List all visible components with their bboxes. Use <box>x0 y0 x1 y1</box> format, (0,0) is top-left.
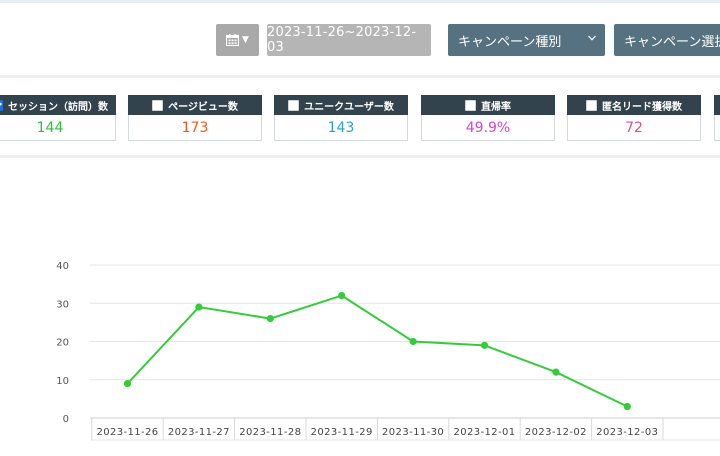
campaign-type-label: キャンペーン種別 <box>458 34 562 50</box>
metric-checkbox[interactable] <box>586 99 597 111</box>
campaign-select-label: キャンペーン選択 <box>624 34 720 50</box>
top-strip <box>0 0 720 3</box>
campaign-select[interactable]: キャンペーン選択 <box>614 24 720 56</box>
y-tick-label: 40 <box>56 261 69 272</box>
metric-label: セッション（訪問）数 <box>8 101 108 113</box>
metric-label: 匿名リード獲得数 <box>602 101 682 113</box>
metric-value: 72 <box>567 115 701 141</box>
data-point <box>195 303 203 311</box>
metric-value: 143 <box>274 115 408 141</box>
metric-card-sessions[interactable]: セッション（訪問）数 144 <box>0 95 116 141</box>
x-tick-label: 2023-11-27 <box>168 427 230 438</box>
metric-card-header: 匿名リード獲得数 <box>567 95 701 115</box>
x-tick-label: 2023-12-01 <box>453 427 515 438</box>
calendar-button[interactable]: ▼ <box>216 24 259 56</box>
y-tick-label: 10 <box>56 376 69 387</box>
chart-svg: 0 10 20 30 40 2023-11-26 2023-11-27 2023-11-28 2… <box>56 261 720 441</box>
section-divider <box>0 75 720 78</box>
metric-checkbox[interactable] <box>288 99 300 111</box>
toolbar: ▼ 2023-11-26~2023-12-03 キャンペーン種別 キャンペーン選… <box>0 3 720 75</box>
data-point <box>409 337 417 346</box>
metric-card-header: ユニークユーザー数 <box>274 95 408 115</box>
metric-checkbox[interactable] <box>152 99 164 111</box>
y-tick-label: 30 <box>56 299 69 310</box>
metrics-row: セッション（訪問）数 144 ページビュー数 173 ユニークユーザー数 143… <box>0 78 720 156</box>
line-chart: 0 10 20 30 40 2023-11-26 2023-11-27 2023-11-28 2… <box>0 158 720 456</box>
caret-down-icon: ▼ <box>242 35 249 45</box>
data-point <box>123 379 132 388</box>
data-point <box>266 314 274 323</box>
x-tick-label: 2023-12-03 <box>596 427 658 438</box>
x-tick-label: 2023-11-28 <box>239 427 301 438</box>
x-tick-label: 2023-11-30 <box>382 427 444 438</box>
metric-card-pageviews[interactable]: ページビュー数 173 <box>128 95 262 141</box>
y-tick-label: 0 <box>63 414 69 425</box>
metric-checkbox[interactable] <box>0 99 3 111</box>
data-point <box>338 292 346 300</box>
x-tick-label: 2023-11-26 <box>96 427 158 438</box>
metric-value: 144 <box>0 115 116 141</box>
metric-card-header: ページビュー数 <box>128 95 262 115</box>
data-point <box>552 368 560 376</box>
metric-label: 直帰率 <box>481 101 511 113</box>
calendar-icon <box>226 34 240 46</box>
metric-card-bounce-rate[interactable]: 直帰率 49.9% <box>421 95 555 141</box>
date-range-label: 2023-11-26~2023-12-03 <box>267 25 417 55</box>
metric-card-header: 直帰率 <box>421 95 555 115</box>
metric-value: 49.9% <box>421 115 555 141</box>
metric-label: ページビュー数 <box>168 101 238 113</box>
data-point <box>623 402 631 411</box>
y-tick-label: 20 <box>56 338 69 349</box>
metric-card-header <box>714 95 720 115</box>
metric-label: ユニークユーザー数 <box>304 101 394 113</box>
series-line <box>126 294 628 408</box>
date-range-button[interactable]: 2023-11-26~2023-12-03 <box>267 24 431 56</box>
x-tick-label: 2023-11-29 <box>311 427 373 438</box>
metric-value-empty <box>714 115 720 141</box>
chevron-down-icon <box>587 33 597 46</box>
metric-card-anonymous-leads[interactable]: 匿名リード獲得数 72 <box>567 95 701 141</box>
metric-checkbox[interactable] <box>465 99 476 111</box>
section-divider <box>0 155 720 158</box>
x-tick-label: 2023-12-02 <box>525 427 587 438</box>
metric-card-partial[interactable] <box>714 95 720 141</box>
data-point <box>480 341 489 349</box>
metric-value: 173 <box>128 115 262 141</box>
campaign-type-select[interactable]: キャンペーン種別 <box>448 24 605 56</box>
metric-card-unique-users[interactable]: ユニークユーザー数 143 <box>274 95 408 141</box>
metric-card-header: セッション（訪問）数 <box>0 95 116 115</box>
